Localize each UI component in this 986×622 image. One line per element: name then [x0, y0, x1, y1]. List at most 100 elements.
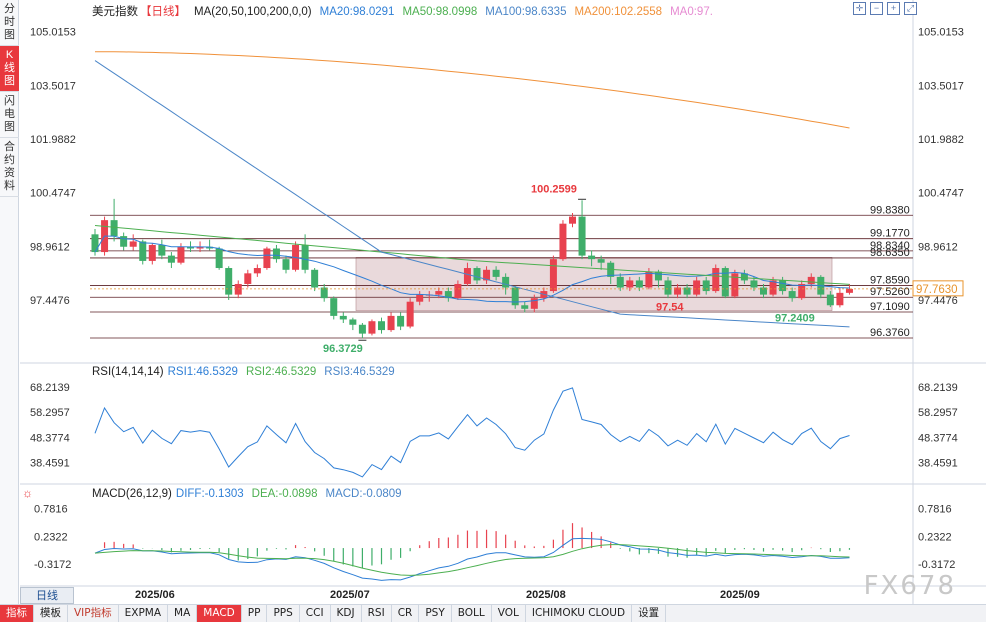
indicator-tab-指标[interactable]: 指标: [0, 605, 34, 622]
candle-body: [530, 298, 538, 309]
candle-body: [559, 223, 567, 260]
indicator-tab-cr[interactable]: CR: [392, 605, 420, 622]
macd-axis-label-left: -0.3172: [34, 559, 71, 571]
candle-body: [196, 246, 204, 249]
candle-body: [836, 292, 844, 306]
indicator-tab-ichimoku-cloud[interactable]: ICHIMOKU CLOUD: [526, 605, 633, 622]
indicator-tab-pps[interactable]: PPS: [267, 605, 300, 622]
indicator-toolbar: 指标 模板 VIP指标 EXPMA MA MACD PP PPS CCI KDJ RSI CR PSY B…: [0, 604, 986, 622]
price-axis-label-left: 103.5017: [30, 80, 76, 92]
macd-settings-icon: ☼: [22, 486, 33, 500]
candle-body: [349, 319, 357, 325]
indicator-tab-vol[interactable]: VOL: [492, 605, 526, 622]
price-axis-label-left: 105.0153: [30, 27, 76, 39]
period-label: 【日线】: [140, 6, 186, 18]
period-button[interactable]: 日线: [20, 587, 74, 604]
indicator-tab-cci[interactable]: CCI: [300, 605, 331, 622]
candle-body: [263, 248, 271, 269]
price-level-label: 99.8380: [870, 204, 910, 216]
candle-body: [635, 280, 643, 288]
candle-body: [502, 276, 510, 288]
sidebar-tab-0[interactable]: 分时图: [0, 0, 19, 46]
price-axis-label-right: 105.0153: [918, 27, 964, 39]
candle-body: [215, 248, 223, 269]
ma0-value: MA0:97.: [670, 6, 713, 18]
candle-body: [282, 259, 290, 270]
candle-body: [693, 280, 701, 295]
candle-body: [626, 280, 634, 288]
rsi-line: [94, 387, 850, 478]
rsi1-value: RSI1:46.5329: [167, 366, 238, 378]
candle-body: [788, 291, 796, 299]
ma20-value: MA20:98.0291: [319, 6, 395, 18]
rsi-axis-label-left: 58.2957: [30, 407, 70, 419]
candle-body: [167, 255, 175, 263]
ma100-line: [94, 60, 850, 328]
indicator-tab-psy[interactable]: PSY: [419, 605, 452, 622]
candle-body: [139, 241, 147, 261]
ma-settings-label: MA(20,50,100,200,0,0): [194, 6, 312, 18]
candle-body: [177, 246, 185, 263]
indicator-tab-vip指标[interactable]: VIP指标: [68, 605, 119, 622]
fullscreen-icon[interactable]: ⤢: [904, 2, 917, 15]
candle-body: [244, 273, 252, 284]
candle-body: [483, 269, 491, 281]
sidebar-tab-3[interactable]: 合约资料: [0, 138, 19, 197]
zoom-out-icon[interactable]: −: [870, 2, 883, 15]
price-axis-label-left: 100.4747: [30, 188, 76, 200]
current-price-tag: [912, 280, 964, 297]
candle-body: [444, 291, 452, 299]
indicator-tab-expma[interactable]: EXPMA: [119, 605, 169, 622]
candle-body: [397, 315, 405, 327]
candle-body: [234, 283, 242, 295]
indicator-tab-macd[interactable]: MACD: [197, 605, 242, 622]
indicator-tab-设置[interactable]: 设置: [632, 605, 667, 622]
price-axis-label-left: 101.9882: [30, 134, 76, 146]
crosshair-icon[interactable]: ✛: [853, 2, 866, 15]
dea-line: [94, 544, 850, 576]
candle-body: [492, 269, 500, 277]
indicator-tab-rsi[interactable]: RSI: [362, 605, 392, 622]
candle-body: [339, 315, 347, 320]
ma50-line: [94, 225, 850, 285]
ma50-value: MA50:98.0998: [402, 6, 478, 18]
price-axis-label-right: 103.5017: [918, 80, 964, 92]
main-legend: 美元指数 【日线】 MA(20,50,100,200,0,0) MA20:98.029…: [92, 3, 721, 19]
price-level-label: 98.6350: [870, 247, 910, 259]
macd-label: MACD(26,12,9): [92, 488, 172, 500]
candle-body: [358, 324, 366, 334]
candle-body: [654, 271, 662, 281]
indicator-tab-模板[interactable]: 模板: [34, 605, 68, 622]
candle-body: [588, 255, 596, 260]
low-annotation: 96.3729: [323, 343, 363, 355]
watermark-logo: FX678: [863, 571, 956, 601]
macd-axis-label-right: 0.7816: [918, 504, 952, 516]
candle-body: [378, 321, 385, 331]
zoom-in-icon[interactable]: +: [887, 2, 900, 15]
candle-body: [368, 321, 376, 334]
candle-body: [320, 287, 328, 299]
indicator-tab-boll[interactable]: BOLL: [452, 605, 492, 622]
candle-body: [253, 268, 261, 274]
candle-body: [712, 268, 720, 292]
high-annotation: 100.2599: [531, 183, 577, 195]
price-level-label: 97.1090: [870, 301, 910, 313]
sidebar-tab-2[interactable]: 闪电图: [0, 92, 19, 138]
candle-body: [616, 276, 624, 288]
candle-body: [110, 220, 118, 237]
macd-axis-label-left: 0.2322: [34, 531, 68, 543]
range-box: [355, 257, 833, 311]
rsi-legend: RSI(14,14,14) RSI1:46.5329 RSI2:46.5329 RSI…: [92, 366, 403, 378]
chart-canvas[interactable]: 105.0153 105.0153 103.5017 103.5017 101.9882…: [20, 0, 986, 604]
candle-body: [301, 244, 309, 270]
candle-body: [826, 294, 834, 306]
indicator-tab-kdj[interactable]: KDJ: [331, 605, 362, 622]
candle-body: [674, 287, 682, 295]
indicator-tab-ma[interactable]: MA: [168, 605, 198, 622]
indicator-tab-pp[interactable]: PP: [242, 605, 268, 622]
price-level-label: 97.8590: [870, 274, 910, 286]
candle-body: [387, 315, 395, 331]
chart-area: 105.0153 105.0153 103.5017 103.5017 101.9882…: [20, 0, 986, 604]
candle-body: [740, 273, 748, 281]
